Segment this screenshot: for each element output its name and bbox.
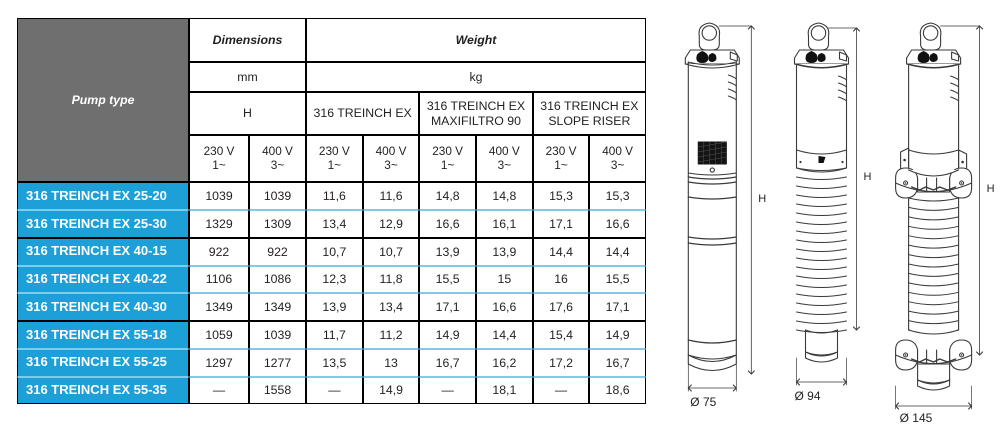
svg-text:H: H — [758, 193, 766, 205]
svg-text:Ø 94: Ø 94 — [795, 389, 821, 403]
svg-text:Ø 75: Ø 75 — [690, 395, 716, 409]
svg-text:Ø 145: Ø 145 — [900, 411, 933, 424]
svg-text:H: H — [987, 183, 995, 195]
svg-text:H: H — [864, 171, 872, 183]
